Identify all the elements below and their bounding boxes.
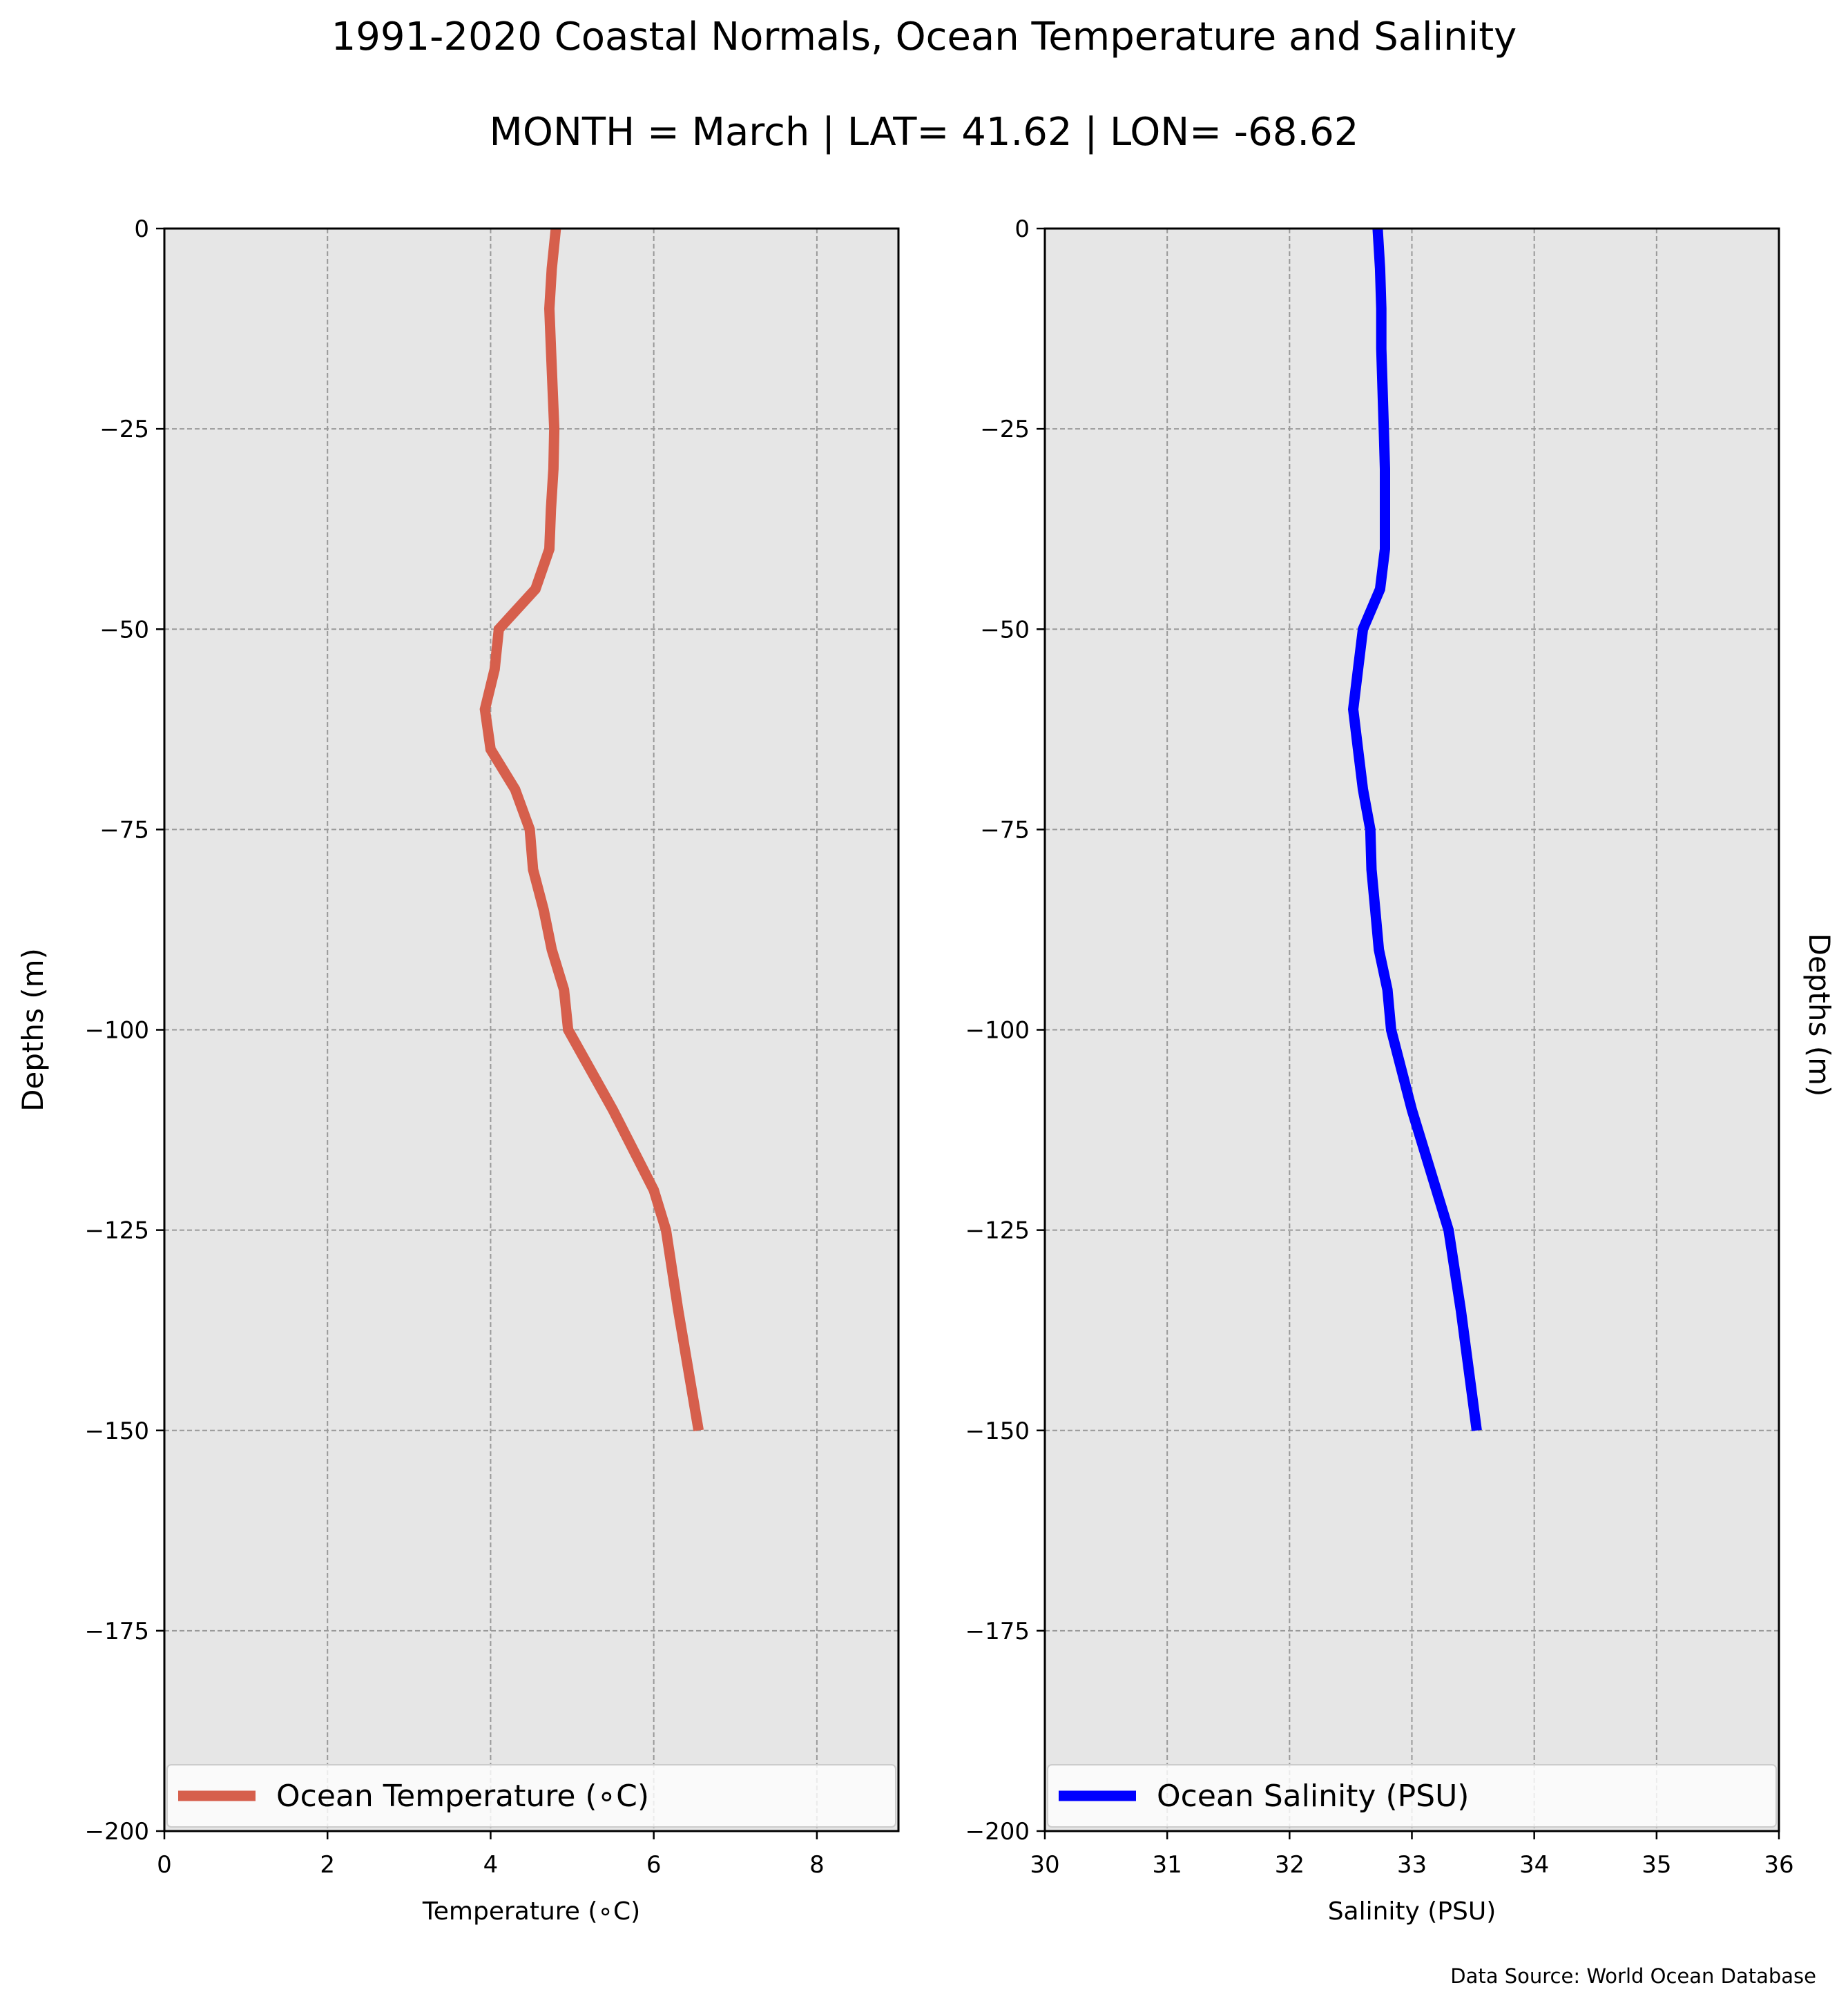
temperature-panel: 0 2 4 6 8 0 −25 −50 −75 −100 −125 −150 −175 −200 Tempe… xyxy=(16,215,900,1926)
salinity-legend: Ocean Salinity (PSU) xyxy=(1047,1764,1777,1828)
salinity-series-line xyxy=(1347,228,1482,1431)
temperature-x-tick-label: 2 xyxy=(320,1851,335,1879)
temperature-x-axis-label: Temperature (∘C) xyxy=(422,1897,640,1926)
salinity-y-tick-label: −125 xyxy=(965,1217,1030,1245)
temperature-y-tick-label: −150 xyxy=(85,1417,149,1445)
figure-subtitle: MONTH = March | LAT= 41.62 | LON= -68.62 xyxy=(490,110,1359,155)
temperature-x-tick-label: 4 xyxy=(483,1851,499,1879)
temperature-y-tick-label: −125 xyxy=(85,1217,149,1245)
temperature-y-tick-label: −50 xyxy=(99,616,149,644)
temperature-series-line xyxy=(479,228,704,1432)
salinity-y-tick-label: −150 xyxy=(965,1417,1030,1445)
temperature-y-tick-label: 0 xyxy=(134,215,149,243)
salinity-y-tick-label: −200 xyxy=(965,1818,1030,1846)
salinity-panel: 30 31 32 33 34 35 36 0 −25 −50 −75 −100 −125 −150 −175… xyxy=(965,215,1794,1926)
temperature-y-tick-label: −75 xyxy=(99,816,149,844)
temperature-x-tick-label: 0 xyxy=(157,1851,172,1879)
temperature-legend-label: Ocean Temperature (∘C) xyxy=(276,1779,649,1814)
temperature-legend: Ocean Temperature (∘C) xyxy=(166,1764,896,1828)
salinity-x-tick-label: 33 xyxy=(1397,1851,1427,1879)
temperature-y-tick-label: −100 xyxy=(85,1017,149,1045)
salinity-x-tick-label: 31 xyxy=(1153,1851,1182,1879)
salinity-x-axis-label: Salinity (PSU) xyxy=(1328,1897,1496,1926)
temperature-y-axis-label: Depths (m) xyxy=(16,948,50,1112)
salinity-x-tick-label: 30 xyxy=(1030,1851,1059,1879)
salinity-y-tick-label: 0 xyxy=(1014,215,1030,243)
salinity-x-tick-label: 35 xyxy=(1642,1851,1671,1879)
salinity-y-tick-label: −25 xyxy=(980,416,1030,443)
temperature-x-tick-label: 6 xyxy=(646,1851,662,1879)
salinity-y-tick-label: −75 xyxy=(980,816,1030,844)
salinity-y-tick-label: −100 xyxy=(965,1017,1030,1045)
temperature-y-tick-label: −25 xyxy=(99,416,149,443)
right-y-axis-label: Depths (m) xyxy=(1802,933,1836,1097)
temperature-legend-box xyxy=(166,1764,896,1828)
salinity-x-tick-label: 34 xyxy=(1519,1851,1549,1879)
salinity-y-tick-label: −50 xyxy=(980,616,1030,644)
salinity-y-tick-label: −175 xyxy=(965,1618,1030,1645)
salinity-legend-label: Ocean Salinity (PSU) xyxy=(1157,1779,1469,1814)
salinity-legend-box xyxy=(1047,1764,1777,1828)
salinity-x-tick-label: 36 xyxy=(1764,1851,1793,1879)
salinity-x-tick-label: 32 xyxy=(1275,1851,1305,1879)
temperature-y-tick-label: −200 xyxy=(85,1818,149,1846)
temperature-x-tick-label: 8 xyxy=(809,1851,825,1879)
temperature-y-tick-label: −175 xyxy=(85,1618,149,1645)
figure-title: 1991-2020 Coastal Normals, Ocean Tempera… xyxy=(331,14,1517,59)
data-source-note: Data Source: World Ocean Database xyxy=(1450,1964,1816,1988)
